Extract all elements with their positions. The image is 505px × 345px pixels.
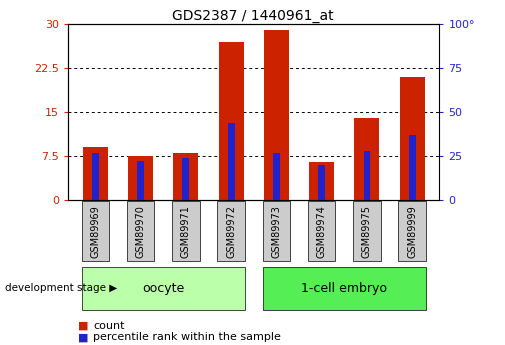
FancyBboxPatch shape [263, 201, 290, 261]
Bar [137, 161, 144, 200]
Bar [318, 165, 325, 200]
Bar [219, 42, 243, 200]
Bar [92, 152, 99, 200]
Bar [173, 153, 198, 200]
FancyBboxPatch shape [308, 201, 335, 261]
Text: count: count [93, 321, 125, 331]
Bar [355, 118, 379, 200]
Bar [128, 156, 153, 200]
Text: oocyte: oocyte [142, 282, 184, 295]
Text: GSM89970: GSM89970 [136, 205, 145, 258]
FancyBboxPatch shape [81, 267, 245, 309]
Bar [400, 77, 425, 200]
Bar [264, 30, 289, 200]
FancyBboxPatch shape [217, 201, 245, 261]
FancyBboxPatch shape [172, 201, 199, 261]
FancyBboxPatch shape [81, 201, 109, 261]
Text: GSM89974: GSM89974 [317, 205, 327, 258]
Text: 1-cell embryo: 1-cell embryo [301, 282, 387, 295]
Text: GSM89975: GSM89975 [362, 205, 372, 258]
FancyBboxPatch shape [127, 201, 155, 261]
Bar [228, 123, 234, 200]
Text: ■: ■ [78, 333, 89, 342]
Bar [309, 162, 334, 200]
Text: percentile rank within the sample: percentile rank within the sample [93, 333, 281, 342]
Text: GDS2387 / 1440961_at: GDS2387 / 1440961_at [172, 9, 333, 23]
Text: GSM89969: GSM89969 [90, 205, 100, 257]
FancyBboxPatch shape [398, 201, 426, 261]
Text: GSM89973: GSM89973 [271, 205, 281, 258]
FancyBboxPatch shape [263, 267, 426, 309]
Bar [273, 152, 280, 200]
Text: ■: ■ [78, 321, 89, 331]
Text: GSM89999: GSM89999 [407, 205, 417, 257]
Text: GSM89972: GSM89972 [226, 205, 236, 258]
FancyBboxPatch shape [353, 201, 381, 261]
Text: GSM89971: GSM89971 [181, 205, 191, 258]
Text: development stage ▶: development stage ▶ [5, 283, 117, 293]
Bar [364, 151, 370, 200]
Bar [182, 158, 189, 200]
Bar [83, 147, 108, 200]
Bar [409, 135, 416, 200]
